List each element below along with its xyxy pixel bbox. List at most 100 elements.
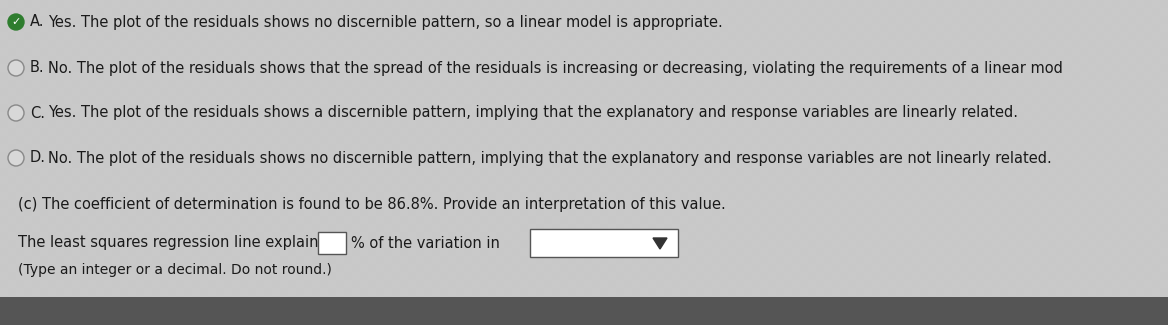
Bar xyxy=(216,136,224,144)
Bar xyxy=(1160,232,1168,240)
Text: Yes. The plot of the residuals shows no discernible pattern, so a linear model i: Yes. The plot of the residuals shows no … xyxy=(48,15,723,30)
Bar xyxy=(488,104,496,112)
Bar xyxy=(296,136,304,144)
Bar xyxy=(112,160,120,168)
Bar xyxy=(552,248,559,256)
Bar xyxy=(8,8,16,16)
Bar xyxy=(480,272,488,280)
Bar xyxy=(152,280,160,288)
Bar xyxy=(520,248,528,256)
Bar xyxy=(769,128,776,136)
Bar xyxy=(488,216,496,224)
Bar xyxy=(480,64,488,72)
Bar xyxy=(1152,144,1160,152)
Bar xyxy=(72,88,79,96)
Bar xyxy=(104,88,112,96)
Bar xyxy=(800,256,808,264)
Bar xyxy=(640,208,648,216)
Bar xyxy=(968,136,976,144)
Bar xyxy=(600,264,609,272)
Bar xyxy=(144,16,152,24)
Bar xyxy=(888,56,896,64)
Bar xyxy=(920,104,929,112)
Bar xyxy=(505,88,512,96)
Bar xyxy=(416,192,424,200)
Bar xyxy=(929,192,936,200)
Bar xyxy=(1089,32,1096,40)
Bar xyxy=(496,112,505,120)
Bar xyxy=(32,224,40,232)
Bar xyxy=(1016,248,1024,256)
Bar xyxy=(288,304,296,312)
Bar xyxy=(168,264,176,272)
Bar xyxy=(760,56,769,64)
Bar xyxy=(696,104,704,112)
Bar xyxy=(128,240,135,248)
Bar xyxy=(224,144,232,152)
Bar xyxy=(488,184,496,192)
Bar xyxy=(280,184,288,192)
Bar xyxy=(216,264,224,272)
Bar xyxy=(888,216,896,224)
Bar xyxy=(440,184,449,192)
Bar xyxy=(640,64,648,72)
Bar xyxy=(496,64,505,72)
Bar xyxy=(1072,96,1080,104)
Bar xyxy=(79,112,88,120)
Bar xyxy=(168,184,176,192)
Bar xyxy=(449,0,456,8)
Bar xyxy=(1128,40,1136,48)
Bar xyxy=(600,56,609,64)
Bar xyxy=(128,208,135,216)
Bar xyxy=(1056,320,1064,325)
Bar xyxy=(944,224,952,232)
Bar xyxy=(520,312,528,320)
Bar xyxy=(552,168,559,176)
Bar xyxy=(600,8,609,16)
Bar xyxy=(1112,312,1120,320)
Bar xyxy=(1040,192,1048,200)
Bar xyxy=(576,112,584,120)
Bar xyxy=(16,32,25,40)
Bar xyxy=(992,16,1000,24)
Bar xyxy=(1128,312,1136,320)
Bar xyxy=(1064,168,1072,176)
Bar xyxy=(1112,184,1120,192)
Bar xyxy=(896,272,904,280)
Bar xyxy=(208,0,216,8)
Bar xyxy=(520,216,528,224)
Bar xyxy=(672,272,680,280)
Bar xyxy=(25,40,32,48)
Bar xyxy=(8,56,16,64)
Bar xyxy=(376,120,384,128)
Bar xyxy=(1143,72,1152,80)
Bar xyxy=(496,240,505,248)
Bar xyxy=(32,144,40,152)
Bar xyxy=(104,248,112,256)
Bar xyxy=(616,72,624,80)
Bar xyxy=(304,160,312,168)
Bar xyxy=(888,104,896,112)
Bar xyxy=(856,120,864,128)
Bar xyxy=(680,24,688,32)
Bar xyxy=(160,80,168,88)
Bar xyxy=(960,32,968,40)
Bar xyxy=(239,112,248,120)
Bar xyxy=(904,216,912,224)
Bar xyxy=(185,184,192,192)
Bar xyxy=(600,200,609,208)
Bar xyxy=(0,297,1168,325)
Bar xyxy=(224,128,232,136)
Bar xyxy=(816,272,823,280)
Bar xyxy=(816,0,823,8)
Bar xyxy=(752,240,760,248)
Bar xyxy=(600,280,609,288)
Bar xyxy=(680,120,688,128)
Bar xyxy=(528,48,536,56)
Bar xyxy=(449,208,456,216)
Bar xyxy=(264,200,272,208)
Bar xyxy=(992,112,1000,120)
Bar xyxy=(440,88,449,96)
Bar xyxy=(280,168,288,176)
Bar xyxy=(16,144,25,152)
